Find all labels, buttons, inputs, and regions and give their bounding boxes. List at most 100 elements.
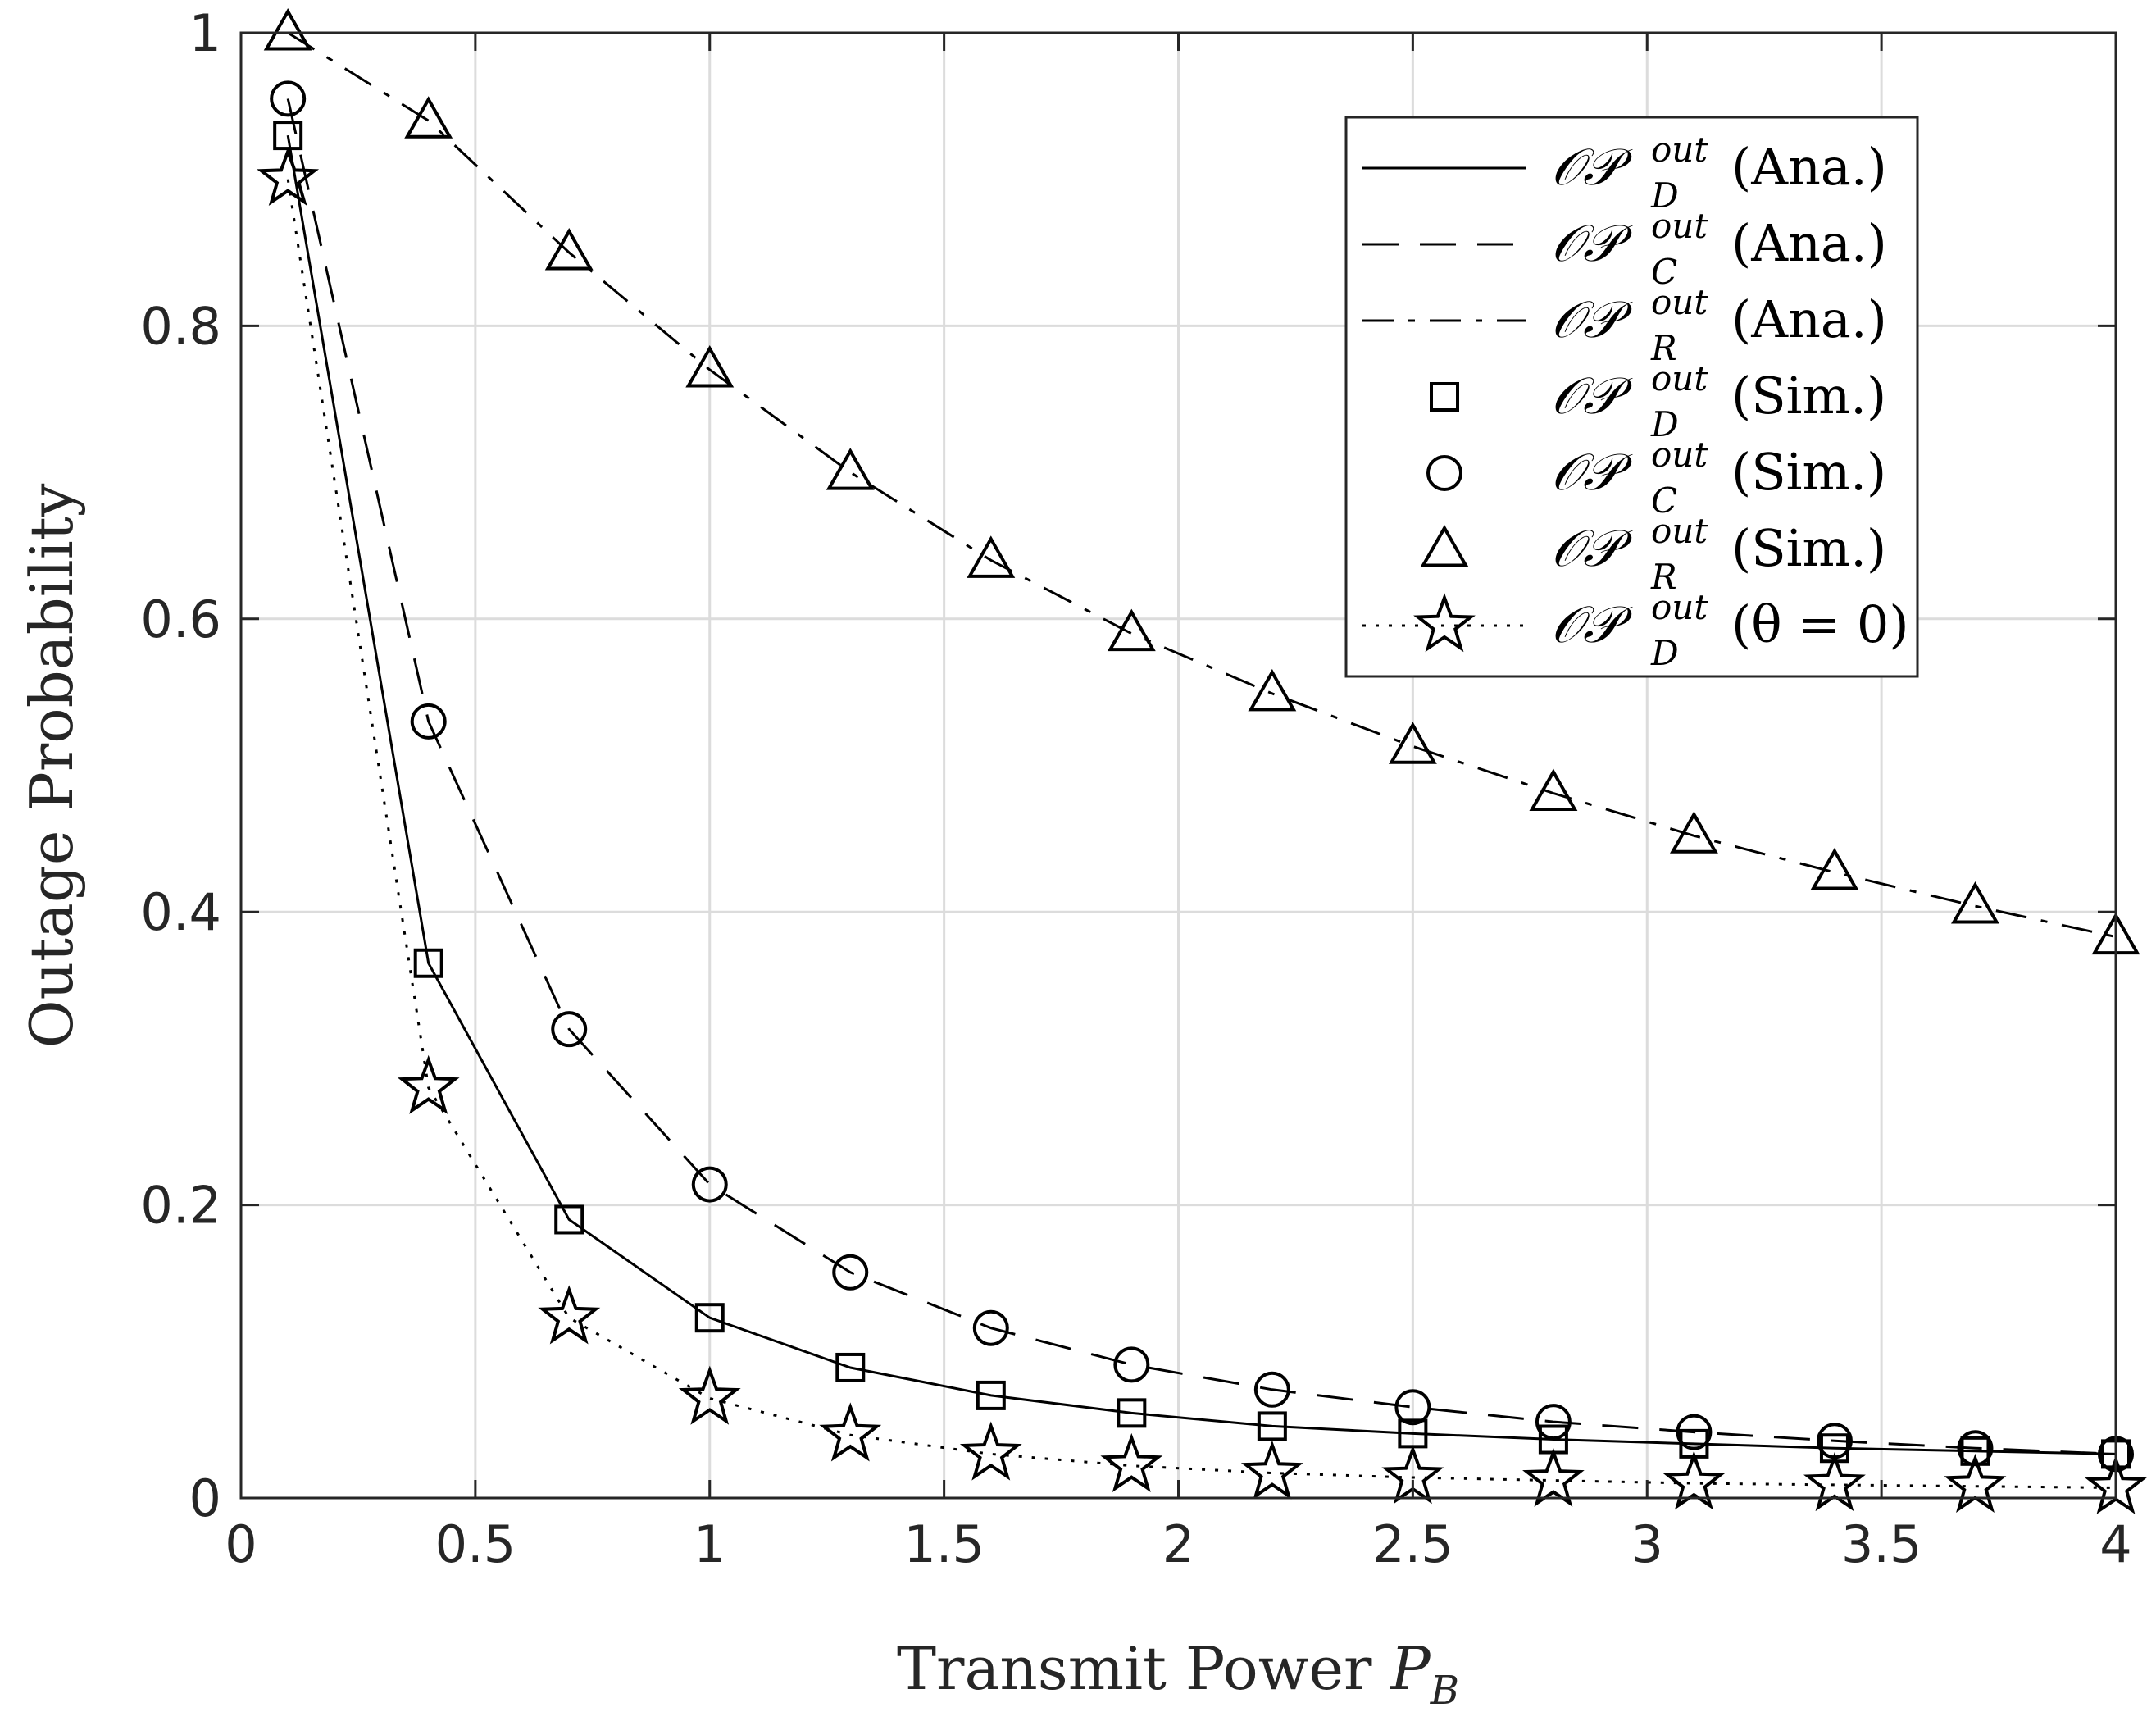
series-4-point (832, 1254, 869, 1291)
x-axis-label: Transmit Power PB (897, 1634, 1459, 1714)
legend: 𝒪𝒫 out D (Ana.)𝒪𝒫 out C (Ana.)𝒪𝒫 out R (Ana.)𝒪𝒫 ou… (1344, 116, 1919, 678)
series-5-point (404, 96, 453, 139)
y-tick-label: 0.2 (140, 1176, 221, 1236)
legend-prefix: 𝒪𝒫 (1551, 518, 1633, 578)
legend-prefix: 𝒪𝒫 (1551, 366, 1633, 426)
legend-prefix: 𝒪𝒫 (1551, 594, 1633, 654)
legend-prefix: 𝒪𝒫 (1551, 137, 1633, 197)
legend-entry-4: 𝒪𝒫 out C (Sim.) (1551, 435, 1886, 521)
series-3-point (413, 948, 443, 978)
series-line-6 (286, 179, 2117, 1489)
series-6-point (538, 1285, 601, 1345)
axis-ticks: 0 0.5 1 1.5 2 2.5 3 3.5 4 0 0.2 0.4 0.6 0.8 1 (140, 3, 2131, 1574)
series-5-point (1248, 668, 1297, 712)
legend-subscript: D (1650, 175, 1679, 216)
legend-subscript: D (1650, 404, 1679, 444)
x-axis-symbol: P (1389, 1634, 1431, 1703)
y-tick-label: 1 (189, 3, 221, 63)
series-4-point (1957, 1430, 1994, 1467)
x-tick-label: 1 (694, 1514, 725, 1574)
legend-box (1344, 116, 1919, 678)
legend-tail: (Ana.) (1731, 137, 1887, 197)
legend-entry-5: 𝒪𝒫 out R (Sim.) (1551, 511, 1886, 597)
legend-subscript: R (1650, 557, 1677, 597)
series-3-point (694, 1303, 725, 1333)
series-6-point (1100, 1432, 1163, 1492)
series-5-point (685, 344, 735, 388)
legend-tail: (Sim.) (1731, 366, 1886, 426)
legend-entry-6: 𝒪𝒫 out D (θ = 0) (1551, 587, 1909, 673)
x-tick-label: 1.5 (903, 1514, 985, 1574)
series-4-point (270, 80, 307, 117)
y-tick-label: 0.4 (140, 882, 221, 942)
series-6-point (257, 146, 320, 206)
series-3-point (835, 1352, 866, 1382)
series-5-point (263, 7, 312, 51)
x-tick-label: 0.5 (435, 1514, 516, 1574)
legend-marker-sample (1420, 524, 1469, 567)
legend-entry-1: 𝒪𝒫 out C (Ana.) (1551, 206, 1887, 292)
legend-prefix: 𝒪𝒫 (1551, 289, 1633, 349)
series-5-point (826, 448, 875, 490)
legend-tail: (Ana.) (1731, 213, 1887, 273)
series-3-point (976, 1380, 1006, 1410)
legend-subscript: R (1650, 328, 1677, 368)
series-3-point (1117, 1398, 1147, 1428)
legend-tail: (Ana.) (1731, 289, 1887, 349)
x-tick-label: 0 (225, 1514, 257, 1574)
legend-tail: (θ = 0) (1731, 594, 1909, 654)
series-4-point (410, 703, 447, 740)
series-markers (257, 7, 2147, 1514)
legend-tail: (Sim.) (1731, 518, 1886, 578)
series-5-point (1669, 811, 1718, 854)
series-6-point (1803, 1452, 1866, 1512)
y-axis-label: Outage Probability (17, 483, 86, 1048)
series-4-point (972, 1309, 1009, 1346)
series-3-point (1257, 1411, 1287, 1441)
legend-entry-2: 𝒪𝒫 out R (Ana.) (1551, 282, 1887, 368)
series-4-point (1535, 1404, 1572, 1441)
y-tick-label: 0 (189, 1468, 221, 1528)
series-4-point (1394, 1389, 1431, 1426)
legend-subscript: C (1651, 252, 1677, 292)
series-4-point (1676, 1414, 1713, 1450)
series-6-point (959, 1421, 1022, 1481)
y-tick-label: 0.6 (140, 590, 221, 649)
legend-superscript: out (1651, 282, 1708, 322)
legend-tail: (Sim.) (1731, 442, 1886, 502)
series-5-point (967, 535, 1016, 578)
legend-marker-sample (1430, 382, 1459, 412)
legend-marker-sample (1413, 593, 1476, 653)
legend-subscript: D (1650, 633, 1679, 673)
series-4-point (551, 1011, 588, 1048)
x-tick-label: 4 (2099, 1514, 2131, 1574)
legend-subscript: C (1651, 480, 1677, 521)
series-line-0 (286, 134, 2117, 1455)
series-6-point (397, 1054, 460, 1114)
x-tick-label: 2 (1162, 1514, 1194, 1574)
legend-superscript: out (1651, 130, 1708, 170)
x-axis-subscript: B (1430, 1668, 1459, 1714)
series-lines (286, 31, 2117, 1489)
legend-superscript: out (1651, 587, 1708, 627)
series-4-point (1113, 1346, 1150, 1383)
series-line-2 (287, 31, 2117, 939)
series-6-point (1662, 1450, 1726, 1510)
legend-entry-3: 𝒪𝒫 out D (Sim.) (1551, 358, 1886, 444)
series-4-point (1253, 1371, 1290, 1408)
series-6-point (819, 1402, 882, 1462)
y-tick-label: 0.8 (140, 296, 221, 356)
legend-entry-0: 𝒪𝒫 out D (Ana.) (1551, 130, 1887, 216)
x-tick-label: 2.5 (1372, 1514, 1453, 1574)
legend-prefix: 𝒪𝒫 (1551, 442, 1633, 502)
series-5-point (544, 228, 594, 271)
legend-superscript: out (1651, 206, 1708, 246)
series-5-point (1810, 847, 1859, 890)
series-5-point (1107, 608, 1156, 652)
series-5-point (1951, 881, 1999, 924)
legend-superscript: out (1651, 511, 1708, 551)
legend-superscript: out (1651, 358, 1708, 398)
series-3-point (554, 1204, 584, 1235)
legend-superscript: out (1651, 435, 1708, 475)
